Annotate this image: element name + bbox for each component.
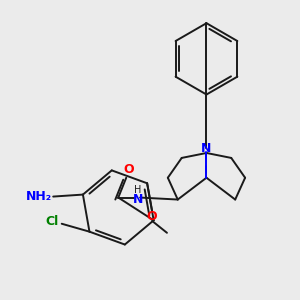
Text: Cl: Cl	[45, 215, 58, 228]
Text: N: N	[133, 193, 143, 206]
Text: NH₂: NH₂	[26, 190, 52, 203]
Text: H: H	[134, 184, 142, 195]
Text: O: O	[123, 163, 134, 176]
Text: O: O	[147, 210, 158, 224]
Text: N: N	[201, 142, 212, 154]
